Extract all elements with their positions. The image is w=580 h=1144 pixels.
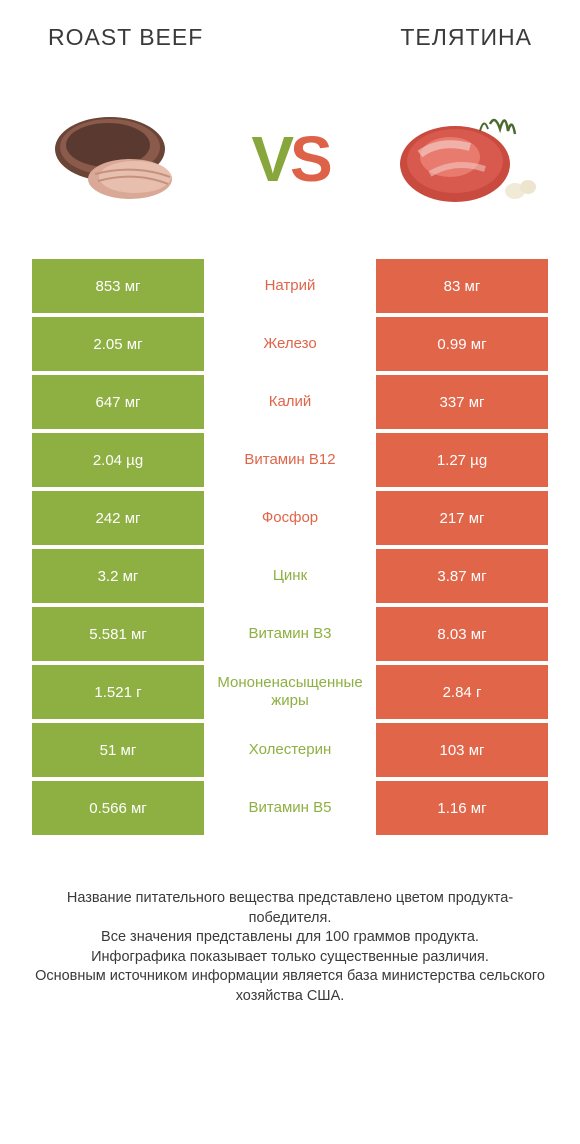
images-row: VS xyxy=(0,59,580,259)
table-row: 1.521 гМононенасыщенные жиры2.84 г xyxy=(32,665,548,719)
food-image-left xyxy=(40,99,200,219)
cell-right-value: 1.27 µg xyxy=(376,433,548,487)
cell-right-value: 103 мг xyxy=(376,723,548,777)
vs-v: V xyxy=(251,123,290,195)
cell-nutrient-label: Натрий xyxy=(204,259,376,313)
cell-nutrient-label: Витамин B12 xyxy=(204,433,376,487)
footer-line: Инфографика показывает только существенн… xyxy=(30,948,550,968)
table-row: 242 мгФосфор217 мг xyxy=(32,491,548,545)
cell-nutrient-label: Калий xyxy=(204,375,376,429)
cell-nutrient-label: Цинк xyxy=(204,549,376,603)
table-row: 0.566 мгВитамин B51.16 мг xyxy=(32,781,548,835)
cell-nutrient-label: Витамин B5 xyxy=(204,781,376,835)
vs-s: S xyxy=(290,123,329,195)
cell-left-value: 242 мг xyxy=(32,491,204,545)
cell-right-value: 83 мг xyxy=(376,259,548,313)
table-row: 2.05 мгЖелезо0.99 мг xyxy=(32,317,548,371)
cell-left-value: 2.04 µg xyxy=(32,433,204,487)
cell-left-value: 5.581 мг xyxy=(32,607,204,661)
footer-note: Название питательного вещества представл… xyxy=(0,839,580,1006)
title-left: ROAST BEEF xyxy=(48,24,203,51)
cell-right-value: 8.03 мг xyxy=(376,607,548,661)
cell-left-value: 1.521 г xyxy=(32,665,204,719)
food-image-right xyxy=(380,99,540,219)
cell-left-value: 51 мг xyxy=(32,723,204,777)
cell-left-value: 2.05 мг xyxy=(32,317,204,371)
title-right: ТЕЛЯТИНА xyxy=(400,24,532,51)
footer-line: Все значения представлены для 100 граммо… xyxy=(30,928,550,948)
table-row: 3.2 мгЦинк3.87 мг xyxy=(32,549,548,603)
cell-right-value: 3.87 мг xyxy=(376,549,548,603)
cell-nutrient-label: Холестерин xyxy=(204,723,376,777)
cell-right-value: 1.16 мг xyxy=(376,781,548,835)
cell-left-value: 647 мг xyxy=(32,375,204,429)
header: ROAST BEEF ТЕЛЯТИНА xyxy=(0,0,580,59)
table-row: 853 мгНатрий83 мг xyxy=(32,259,548,313)
footer-line: Название питательного вещества представл… xyxy=(30,889,550,928)
table-row: 5.581 мгВитамин B38.03 мг xyxy=(32,607,548,661)
table-row: 51 мгХолестерин103 мг xyxy=(32,723,548,777)
cell-left-value: 853 мг xyxy=(32,259,204,313)
comparison-table: 853 мгНатрий83 мг2.05 мгЖелезо0.99 мг647… xyxy=(0,259,580,835)
vs-label: VS xyxy=(251,122,328,196)
cell-right-value: 2.84 г xyxy=(376,665,548,719)
footer-line: Основным источником информации является … xyxy=(30,967,550,1006)
cell-left-value: 3.2 мг xyxy=(32,549,204,603)
cell-nutrient-label: Фосфор xyxy=(204,491,376,545)
cell-right-value: 217 мг xyxy=(376,491,548,545)
cell-right-value: 337 мг xyxy=(376,375,548,429)
cell-nutrient-label: Железо xyxy=(204,317,376,371)
table-row: 2.04 µgВитамин B121.27 µg xyxy=(32,433,548,487)
cell-nutrient-label: Мононенасыщенные жиры xyxy=(204,665,376,719)
cell-nutrient-label: Витамин B3 xyxy=(204,607,376,661)
cell-left-value: 0.566 мг xyxy=(32,781,204,835)
cell-right-value: 0.99 мг xyxy=(376,317,548,371)
table-row: 647 мгКалий337 мг xyxy=(32,375,548,429)
